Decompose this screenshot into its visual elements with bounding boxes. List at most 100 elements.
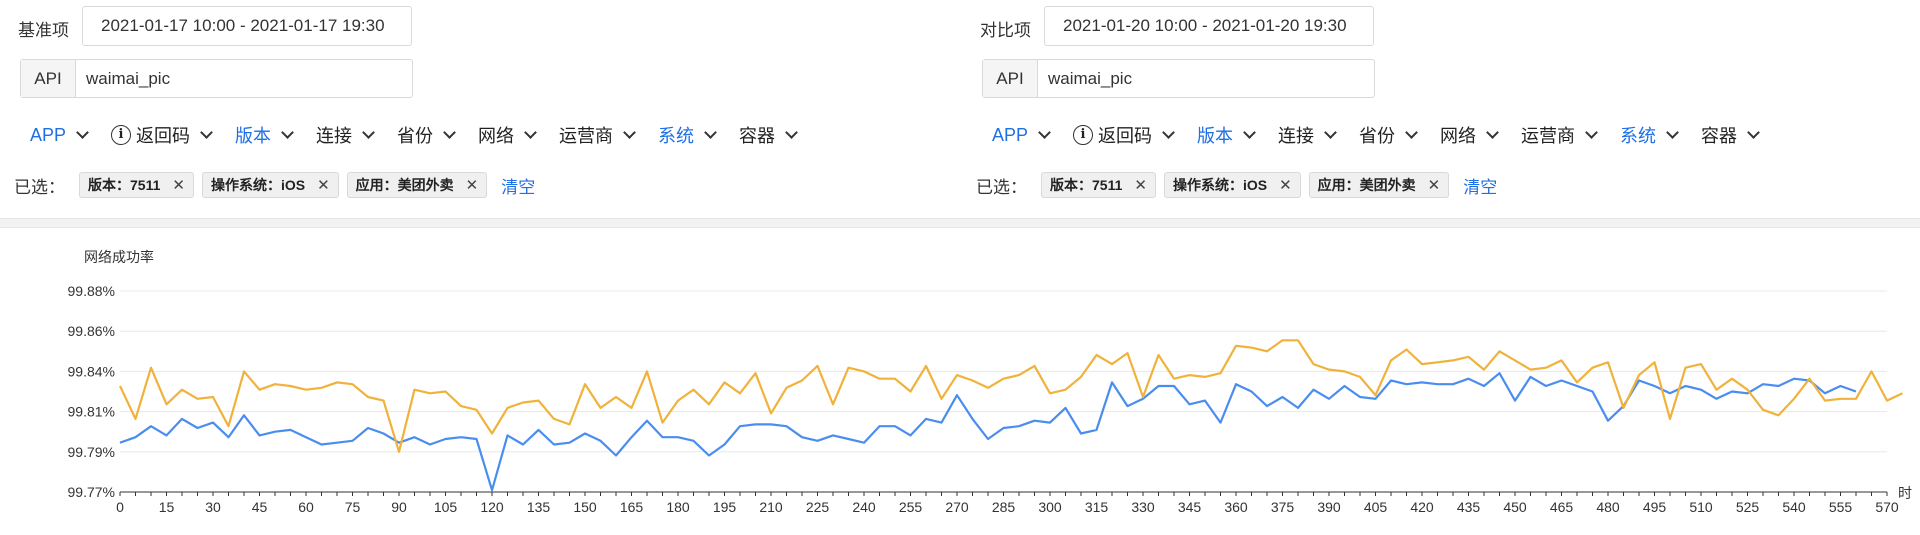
filter-dropdown[interactable]: 运营商 bbox=[559, 122, 634, 148]
range-label: 对比项 bbox=[980, 16, 1031, 41]
close-icon[interactable]: ✕ bbox=[466, 176, 479, 194]
close-icon[interactable]: ✕ bbox=[1428, 176, 1441, 194]
date-range-picker[interactable]: 2021-01-17 10:00 - 2021-01-17 19:30 bbox=[82, 6, 412, 46]
filter-dropdown[interactable]: APP bbox=[992, 125, 1049, 146]
filter-dropdown[interactable]: 系统 bbox=[1620, 122, 1677, 148]
y-tick-label: 99.81% bbox=[68, 404, 115, 420]
filter-label: 网络 bbox=[478, 122, 514, 148]
section-divider bbox=[0, 218, 1920, 228]
api-input[interactable]: waimai_pic bbox=[76, 60, 412, 97]
api-addon-label: API bbox=[21, 60, 76, 97]
filter-tag: 应用：美团外卖 ✕ bbox=[347, 172, 488, 198]
close-icon[interactable]: ✕ bbox=[1279, 176, 1292, 194]
chevron-down-icon bbox=[1486, 126, 1499, 139]
filter-label: 容器 bbox=[739, 122, 775, 148]
filter-dropdown[interactable]: 连接 bbox=[316, 122, 373, 148]
filter-label: 运营商 bbox=[1521, 122, 1575, 148]
x-tick-label: 90 bbox=[391, 499, 407, 515]
filter-label: 返回码 bbox=[136, 122, 190, 148]
filter-tag: 版本：7511 ✕ bbox=[79, 172, 194, 198]
api-field[interactable]: API waimai_pic bbox=[20, 59, 413, 98]
filter-dropdown[interactable]: 版本 bbox=[235, 122, 292, 148]
filter-dropdown[interactable]: 连接 bbox=[1278, 122, 1335, 148]
x-tick-label: 495 bbox=[1643, 499, 1667, 515]
filter-label: 返回码 bbox=[1098, 122, 1152, 148]
x-tick-label: 165 bbox=[620, 499, 644, 515]
filter-label: 容器 bbox=[1701, 122, 1737, 148]
filter-dropdown[interactable]: APP bbox=[30, 125, 87, 146]
y-tick-label: 99.86% bbox=[68, 323, 115, 339]
x-tick-label: 330 bbox=[1131, 499, 1155, 515]
filter-label: 连接 bbox=[1278, 122, 1314, 148]
filter-label: 系统 bbox=[658, 122, 694, 148]
filter-tag-label: 应用：美团外卖 bbox=[1318, 175, 1416, 195]
range-label: 基准项 bbox=[18, 16, 69, 41]
chevron-down-icon bbox=[76, 126, 89, 139]
close-icon[interactable]: ✕ bbox=[1134, 176, 1147, 194]
date-range-picker[interactable]: 2021-01-20 10:00 - 2021-01-20 19:30 bbox=[1044, 6, 1374, 46]
chevron-down-icon bbox=[524, 126, 537, 139]
close-icon[interactable]: ✕ bbox=[317, 176, 330, 194]
filter-dropdown[interactable]: i 返回码 bbox=[111, 122, 211, 148]
x-tick-label: 540 bbox=[1782, 499, 1806, 515]
x-tick-label: 465 bbox=[1550, 499, 1574, 515]
x-tick-label: 105 bbox=[434, 499, 458, 515]
filter-label: APP bbox=[992, 125, 1028, 146]
x-tick-label: 0 bbox=[116, 499, 124, 515]
filter-label: 系统 bbox=[1620, 122, 1656, 148]
x-tick-label: 255 bbox=[899, 499, 923, 515]
filter-label: 省份 bbox=[1359, 122, 1395, 148]
filter-dropdown[interactable]: 省份 bbox=[1359, 122, 1416, 148]
filter-tag: 应用：美团外卖 ✕ bbox=[1309, 172, 1450, 198]
x-tick-label: 30 bbox=[205, 499, 221, 515]
clear-button[interactable]: 清空 bbox=[501, 173, 535, 198]
info-circle-icon: i bbox=[1073, 125, 1093, 145]
selected-filters: 已选： 版本：7511 ✕ 操作系统：iOS ✕ 应用：美团外卖 ✕ 清空 bbox=[14, 172, 535, 198]
chevron-down-icon bbox=[704, 126, 717, 139]
close-icon[interactable]: ✕ bbox=[172, 176, 185, 194]
success-rate-chart: 网络成功率 99.77% 99.79% 99.81% 99.84% 99.86% 99.8… bbox=[0, 228, 1920, 535]
x-tick-label: 480 bbox=[1596, 499, 1620, 515]
filter-dropdown[interactable]: 系统 bbox=[658, 122, 715, 148]
filter-label: 版本 bbox=[1197, 122, 1233, 148]
api-input[interactable]: waimai_pic bbox=[1038, 60, 1374, 97]
x-tick-label: 45 bbox=[252, 499, 268, 515]
x-tick-label: 210 bbox=[759, 499, 783, 515]
filter-dropdown[interactable]: 网络 bbox=[478, 122, 535, 148]
comparison-panel: 对比项 2021-01-20 10:00 - 2021-01-20 19:30 AP… bbox=[962, 0, 1920, 218]
baseline-panel: 基准项 2021-01-17 10:00 - 2021-01-17 19:30 AP… bbox=[0, 0, 960, 218]
api-field[interactable]: API waimai_pic bbox=[982, 59, 1375, 98]
x-tick-label: 345 bbox=[1178, 499, 1202, 515]
filter-dropdown[interactable]: 版本 bbox=[1197, 122, 1254, 148]
filter-dropdown[interactable]: 容器 bbox=[1701, 122, 1758, 148]
filter-label: 省份 bbox=[397, 122, 433, 148]
chevron-down-icon bbox=[1666, 126, 1679, 139]
filter-dropdown[interactable]: i 返回码 bbox=[1073, 122, 1173, 148]
filter-tag: 操作系统：iOS ✕ bbox=[202, 172, 339, 198]
x-tick-label: 285 bbox=[992, 499, 1016, 515]
filter-dropdown[interactable]: 容器 bbox=[739, 122, 796, 148]
selected-filters: 已选： 版本：7511 ✕ 操作系统：iOS ✕ 应用：美团外卖 ✕ 清空 bbox=[976, 172, 1497, 198]
x-tick-label: 315 bbox=[1085, 499, 1109, 515]
x-tick-label: 120 bbox=[480, 499, 504, 515]
x-tick-label: 135 bbox=[527, 499, 551, 515]
x-tick-label: 225 bbox=[806, 499, 830, 515]
x-tick-label: 405 bbox=[1364, 499, 1388, 515]
filter-dropdown[interactable]: 网络 bbox=[1440, 122, 1497, 148]
chevron-down-icon bbox=[1162, 126, 1175, 139]
chevron-down-icon bbox=[362, 126, 375, 139]
x-tick-label: 420 bbox=[1410, 499, 1434, 515]
chevron-down-icon bbox=[281, 126, 294, 139]
filter-tag-label: 操作系统：iOS bbox=[211, 175, 305, 195]
x-axis-unit: 时 bbox=[1898, 485, 1912, 501]
x-tick-label: 510 bbox=[1689, 499, 1713, 515]
x-tick-label: 525 bbox=[1736, 499, 1760, 515]
info-circle-icon: i bbox=[111, 125, 131, 145]
filter-dropdown[interactable]: 运营商 bbox=[1521, 122, 1596, 148]
y-tick-label: 99.79% bbox=[68, 444, 115, 460]
clear-button[interactable]: 清空 bbox=[1463, 173, 1497, 198]
filter-tag: 操作系统：iOS ✕ bbox=[1164, 172, 1301, 198]
api-addon-label: API bbox=[983, 60, 1038, 97]
filter-dropdown[interactable]: 省份 bbox=[397, 122, 454, 148]
x-tick-label: 300 bbox=[1038, 499, 1062, 515]
